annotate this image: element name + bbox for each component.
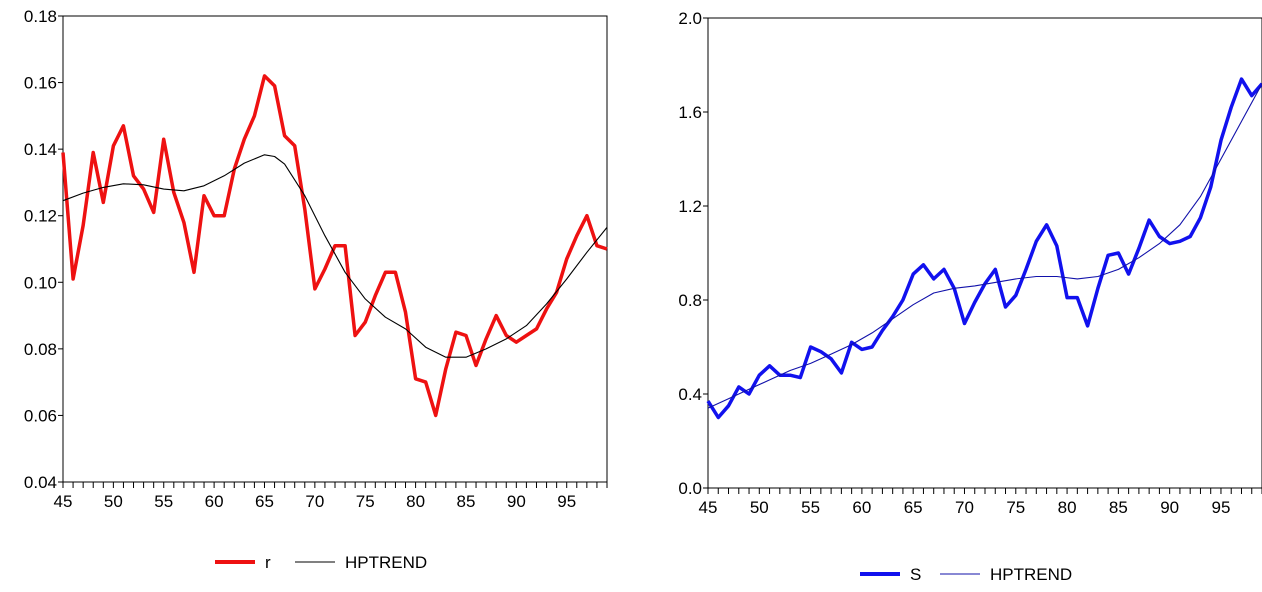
x-tick-label: 45 bbox=[699, 498, 718, 517]
y-tick-label: 0.04 bbox=[24, 473, 57, 492]
x-tick-label: 50 bbox=[750, 498, 769, 517]
series-line-r bbox=[61, 74, 608, 418]
y-tick-label: 0.10 bbox=[24, 273, 57, 292]
legend: r HPTREND bbox=[215, 553, 427, 572]
legend-label: S bbox=[910, 565, 921, 584]
x-tick-label: 45 bbox=[54, 492, 73, 511]
x-tick-label: 95 bbox=[557, 492, 576, 511]
series-line-hptrend bbox=[707, 83, 1262, 409]
y-tick-label: 1.6 bbox=[678, 103, 702, 122]
chart-panel-1: 0.04 0.06 0.08 0.10 0.12 0.14 0.16 0.18 45 50 55 60… bbox=[24, 7, 608, 572]
y-tick-label: 0.14 bbox=[24, 140, 57, 159]
x-tick-label: 55 bbox=[801, 498, 820, 517]
y-tick-label: 0.18 bbox=[24, 7, 57, 26]
legend-label: r bbox=[265, 553, 271, 572]
x-tick-label: 85 bbox=[1109, 498, 1128, 517]
x-tick-label: 85 bbox=[457, 492, 476, 511]
y-tick-label: 0.12 bbox=[24, 207, 57, 226]
x-tick-label: 80 bbox=[1058, 498, 1077, 517]
x-tick-label: 55 bbox=[154, 492, 173, 511]
y-tick-label: 0.16 bbox=[24, 74, 57, 93]
x-tick-label: 80 bbox=[406, 492, 425, 511]
chart-panel-2: 0.0 0.4 0.8 1.2 1.6 2.0 45 50 55 60 65 70 75 80 85 90 95… bbox=[678, 9, 1262, 584]
y-tick-label: 1.2 bbox=[678, 197, 702, 216]
x-tick-label: 50 bbox=[104, 492, 123, 511]
x-tick-label: 95 bbox=[1212, 498, 1231, 517]
y-tick-label: 0.06 bbox=[24, 406, 57, 425]
y-tick-label: 0.0 bbox=[678, 479, 702, 498]
y-tick-label: 2.0 bbox=[678, 9, 702, 28]
x-tick-label: 75 bbox=[356, 492, 375, 511]
y-tick-label: 0.08 bbox=[24, 340, 57, 359]
x-tick-label: 70 bbox=[955, 498, 974, 517]
x-tick-label: 60 bbox=[205, 492, 224, 511]
plot-frame bbox=[707, 17, 1262, 489]
legend-label: HPTREND bbox=[990, 565, 1072, 584]
x-tick-label: 65 bbox=[255, 492, 274, 511]
series-line-hptrend bbox=[62, 154, 608, 358]
x-tick-label: 75 bbox=[1006, 498, 1025, 517]
x-tick-label: 90 bbox=[507, 492, 526, 511]
x-tick-label: 70 bbox=[305, 492, 324, 511]
x-tick-label: 60 bbox=[852, 498, 871, 517]
y-tick-label: 0.8 bbox=[678, 291, 702, 310]
legend-label: HPTREND bbox=[345, 553, 427, 572]
y-tick-label: 0.4 bbox=[678, 385, 702, 404]
x-tick-label: 65 bbox=[904, 498, 923, 517]
series-line-s bbox=[706, 77, 1262, 420]
legend: S HPTREND bbox=[860, 565, 1072, 584]
x-tick-label: 90 bbox=[1160, 498, 1179, 517]
